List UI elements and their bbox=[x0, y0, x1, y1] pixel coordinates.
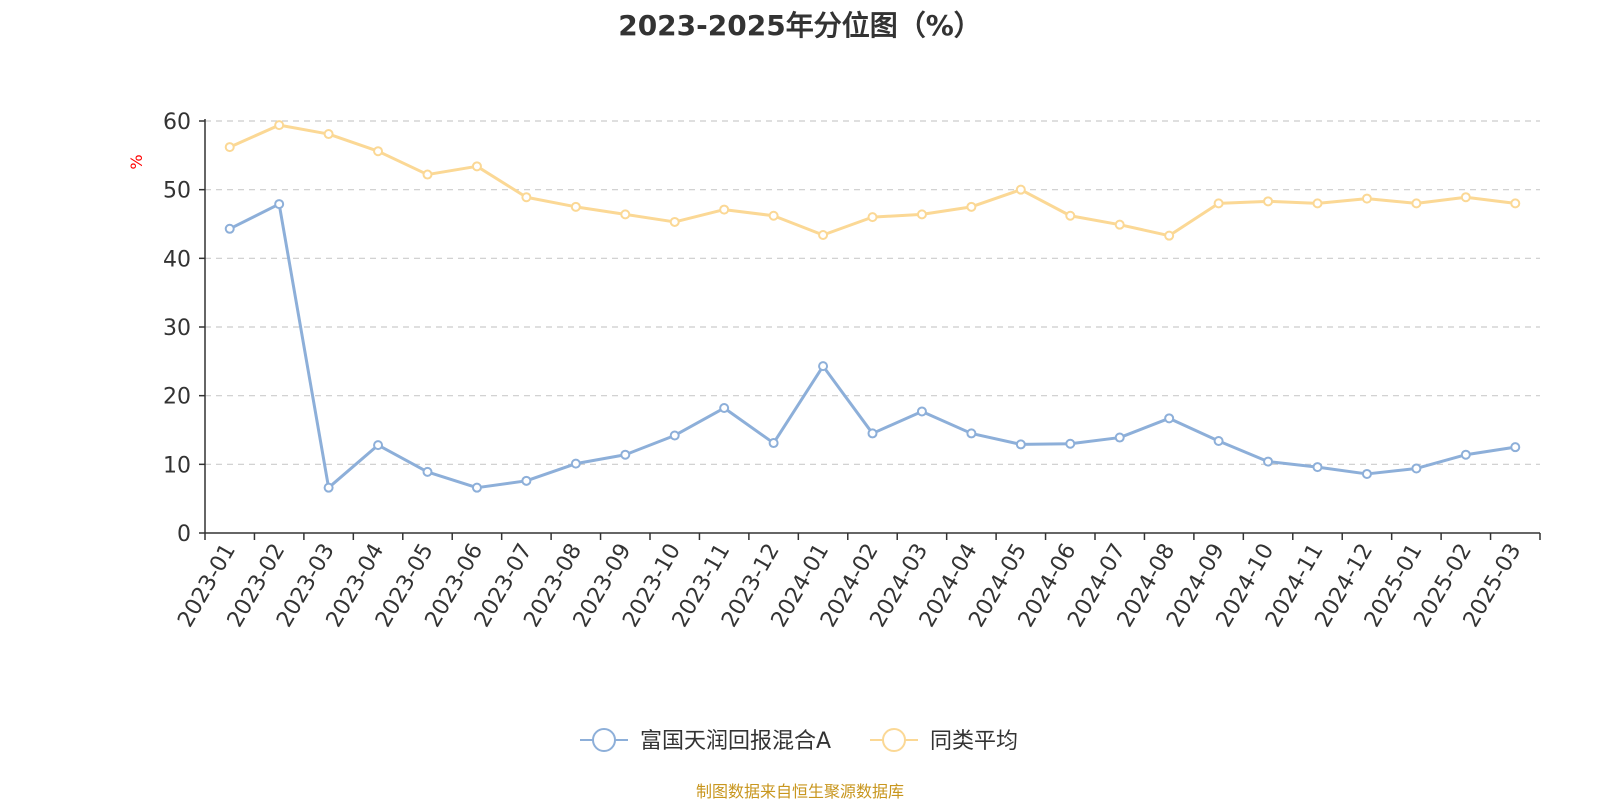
data-point bbox=[916, 209, 927, 220]
chart-title: 2023-2025年分位图（%） bbox=[618, 9, 982, 42]
data-point bbox=[669, 430, 680, 441]
data-point bbox=[521, 475, 532, 486]
data-point bbox=[1460, 192, 1471, 203]
legend: 富国天润回报混合A 同类平均 bbox=[580, 728, 1018, 754]
y-tick-label: 10 bbox=[163, 453, 191, 478]
data-point bbox=[521, 192, 532, 203]
data-point bbox=[274, 120, 285, 131]
data-point bbox=[1411, 463, 1422, 474]
data-point bbox=[1411, 198, 1422, 209]
data-point bbox=[669, 216, 680, 227]
data-point bbox=[373, 146, 384, 157]
legend-label: 同类平均 bbox=[930, 729, 1018, 754]
data-point bbox=[1114, 219, 1125, 230]
data-point bbox=[1213, 435, 1224, 446]
data-point bbox=[224, 142, 235, 153]
y-tick-label: 40 bbox=[163, 247, 191, 272]
data-point bbox=[570, 458, 581, 469]
data-point bbox=[1164, 413, 1175, 424]
data-point bbox=[1065, 438, 1076, 449]
y-tick-label: 20 bbox=[163, 385, 191, 410]
data-point bbox=[1312, 462, 1323, 473]
data-point bbox=[916, 406, 927, 417]
data-point bbox=[620, 209, 631, 220]
data-point bbox=[1510, 442, 1521, 453]
data-point bbox=[867, 212, 878, 223]
data-point bbox=[1114, 432, 1125, 443]
data-point bbox=[818, 229, 829, 240]
legend-marker bbox=[882, 728, 906, 752]
data-point bbox=[1312, 198, 1323, 209]
data-point bbox=[471, 482, 482, 493]
series-layer bbox=[224, 120, 1521, 493]
data-point bbox=[373, 440, 384, 451]
y-tick-label: 60 bbox=[163, 110, 191, 135]
data-point bbox=[1510, 198, 1521, 209]
y-tick-label: 30 bbox=[163, 316, 191, 341]
x-axis: 2023-012023-022023-032023-042023-052023-… bbox=[173, 532, 1541, 632]
series-line bbox=[229, 202, 1516, 490]
legend-marker bbox=[592, 728, 616, 752]
data-point bbox=[323, 129, 334, 140]
data-point bbox=[224, 223, 235, 234]
data-point bbox=[422, 169, 433, 180]
data-point bbox=[867, 428, 878, 439]
data-point bbox=[471, 161, 482, 172]
y-axis-label: % bbox=[127, 154, 146, 169]
data-point bbox=[1015, 439, 1026, 450]
data-point bbox=[966, 428, 977, 439]
data-point bbox=[719, 403, 730, 414]
data-point bbox=[719, 204, 730, 215]
data-point bbox=[422, 466, 433, 477]
data-point bbox=[1065, 210, 1076, 221]
y-axis: 0 10 20 30 40 50 60 bbox=[163, 110, 206, 547]
data-point bbox=[323, 482, 334, 493]
y-tick-label: 0 bbox=[177, 522, 191, 547]
data-point bbox=[570, 201, 581, 212]
data-point bbox=[1263, 456, 1274, 467]
data-point bbox=[1213, 198, 1224, 209]
data-point bbox=[274, 199, 285, 210]
data-point bbox=[1361, 193, 1372, 204]
data-point bbox=[1164, 230, 1175, 241]
data-point bbox=[768, 210, 779, 221]
data-point bbox=[1361, 468, 1372, 479]
data-point bbox=[1015, 184, 1026, 195]
data-source-note: 制图数据来自恒生聚源数据库 bbox=[695, 782, 904, 801]
y-tick-label: 50 bbox=[163, 179, 191, 204]
grid-lines bbox=[205, 120, 1540, 465]
data-point bbox=[1460, 449, 1471, 460]
line-chart: 0 10 20 30 40 50 60 % 2023-012023-022023-03202… bbox=[127, 110, 1541, 754]
data-point bbox=[1263, 196, 1274, 207]
data-point bbox=[768, 438, 779, 449]
legend-label: 富国天润回报混合A bbox=[640, 729, 831, 754]
data-point bbox=[966, 201, 977, 212]
data-point bbox=[620, 449, 631, 460]
data-point bbox=[818, 361, 829, 372]
